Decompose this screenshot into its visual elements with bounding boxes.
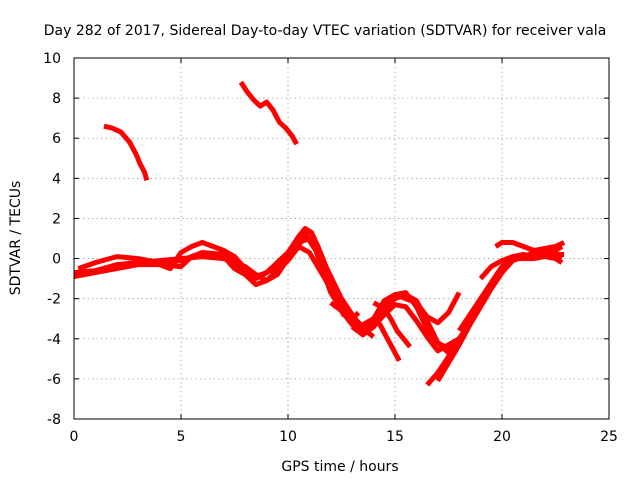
- y-tick-label: -4: [47, 332, 61, 348]
- chart-title: Day 282 of 2017, Sidereal Day-to-day VTE…: [44, 23, 607, 39]
- y-tick-label: 8: [52, 91, 61, 107]
- plot-frame: [73, 57, 610, 420]
- series-pass-a: [103, 123, 150, 181]
- series-pass-j: [361, 316, 402, 362]
- x-tick-label: 5: [177, 429, 186, 445]
- series-pass-i: [350, 290, 461, 352]
- y-tick-label: -2: [47, 292, 61, 308]
- grid: [74, 58, 609, 419]
- y-tick-label: 2: [52, 211, 61, 227]
- y-tick-label: 6: [52, 131, 61, 147]
- x-tick-label: 0: [70, 429, 79, 445]
- y-tick-label: 10: [43, 51, 61, 67]
- series-layer: [73, 80, 566, 387]
- series-pass-b: [238, 80, 299, 146]
- y-tick-label: -8: [47, 412, 61, 428]
- x-axis-title: GPS time / hours: [281, 459, 398, 475]
- y-tick-label: 4: [52, 171, 61, 187]
- x-tick-label: 15: [386, 429, 404, 445]
- y-tick-label: 0: [52, 252, 61, 268]
- series-pass-o: [494, 240, 566, 253]
- series-pass-p: [478, 250, 565, 281]
- x-tick-label: 25: [600, 429, 618, 445]
- y-axis-title: SDTVAR / TECUs: [8, 181, 24, 296]
- y-tick-label: -6: [47, 372, 61, 388]
- x-tick-label: 10: [279, 429, 297, 445]
- series-pass-k: [372, 300, 412, 349]
- ticks: 0 5 10 15 20 25 -8 -6 -4 -2 0 2 4 6 8 10: [43, 51, 618, 445]
- x-tick-label: 20: [493, 429, 511, 445]
